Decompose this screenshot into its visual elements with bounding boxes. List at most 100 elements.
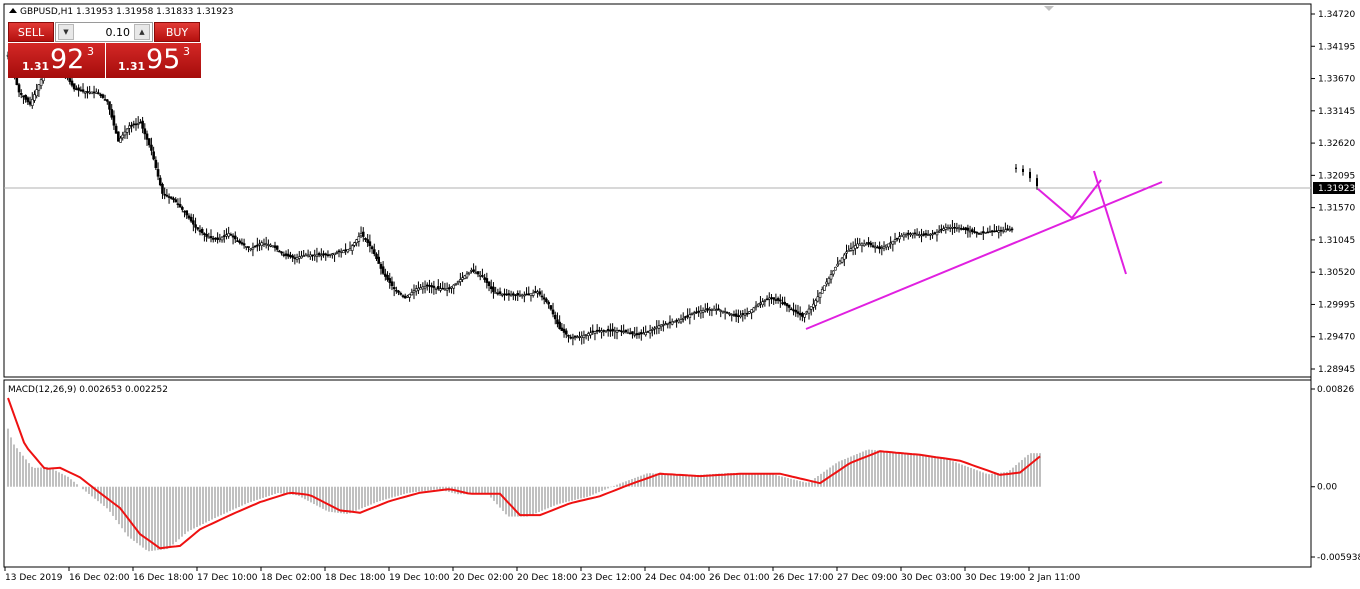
candle-body (313, 254, 317, 257)
candle-body (225, 234, 228, 237)
sell-button[interactable]: SELL (8, 22, 54, 42)
candle-body (130, 124, 133, 127)
candle-body (770, 297, 773, 299)
volume-up-icon[interactable]: ▲ (134, 24, 150, 40)
candle-body (194, 224, 197, 228)
candle-body (465, 273, 469, 278)
candle-body (708, 309, 711, 311)
candle-body (485, 278, 489, 283)
candle-body (410, 292, 414, 296)
sell-price-button[interactable]: 1.31 92 3 (8, 43, 105, 78)
candle-body (639, 332, 643, 334)
candle-body (273, 245, 277, 248)
candle-body (189, 216, 193, 222)
time-tick-label: 16 Dec 02:00 (69, 573, 130, 583)
drawing-line-2[interactable] (1071, 179, 1102, 219)
candle-body (302, 255, 305, 257)
candle-body (940, 228, 943, 231)
candle-body (293, 257, 297, 259)
candle-body (132, 123, 136, 126)
candle-body (946, 227, 950, 229)
candle-body (898, 236, 901, 240)
candle-body (520, 294, 524, 297)
candle-body (580, 335, 584, 338)
candle-body (999, 229, 1003, 232)
volume-input[interactable] (76, 24, 132, 40)
candle-body (216, 237, 219, 240)
candle-body (664, 323, 667, 326)
candle-body (463, 275, 467, 279)
drawing-line-3[interactable] (1093, 170, 1127, 275)
candle-body (108, 101, 111, 110)
candle-body (295, 257, 299, 260)
candle-body (547, 301, 550, 305)
drawing-line-1[interactable] (1037, 188, 1073, 219)
candle-body (944, 227, 948, 230)
candle-body (119, 137, 122, 143)
candle-body (1010, 228, 1014, 231)
candle-body (103, 99, 107, 101)
candle-body (450, 286, 453, 289)
candle-body (865, 243, 868, 246)
time-tick-label: 18 Dec 18:00 (325, 573, 386, 583)
candle-body (922, 233, 926, 236)
candle-body (178, 204, 182, 208)
candle-body (688, 314, 692, 318)
candle-body (858, 243, 862, 246)
candle-body (467, 271, 471, 274)
candle-body (995, 230, 998, 233)
collapse-triangle-icon[interactable] (9, 8, 17, 13)
volume-down-icon[interactable]: ▼ (58, 24, 74, 40)
candle-body (152, 151, 155, 160)
candle-body (545, 298, 548, 302)
candle-body (887, 243, 890, 248)
candle-body (35, 89, 38, 97)
candle-body (388, 278, 392, 283)
candle-body (909, 233, 912, 236)
candle-body (419, 287, 422, 290)
price-tick-label: 1.33670 (1318, 75, 1355, 85)
candle-body (231, 235, 235, 238)
candle-body (993, 230, 996, 233)
candle-body (22, 95, 25, 98)
candle-body (192, 220, 195, 225)
candle-body (573, 335, 577, 338)
candle-body (807, 308, 811, 314)
candle-body (262, 242, 266, 245)
current-price-label: 1.31923 (1318, 184, 1355, 194)
buy-button[interactable]: BUY (154, 22, 200, 42)
candle-body (745, 312, 749, 315)
buy-price-button[interactable]: 1.31 95 3 (106, 43, 201, 78)
time-tick-label: 18 Dec 02:00 (261, 573, 322, 583)
macd-tick-label: 0.00826 (1317, 385, 1354, 395)
candle-body (509, 294, 513, 297)
candle-body (249, 248, 253, 251)
candle-body (141, 120, 144, 129)
candle-body (174, 199, 178, 203)
candle-body (591, 330, 595, 333)
candle-body (854, 245, 857, 249)
candle-body (781, 302, 784, 304)
candle-body (820, 289, 824, 294)
candle-body (911, 233, 915, 236)
candle-body (955, 227, 959, 229)
candle-body (602, 330, 606, 332)
candle-body (227, 233, 230, 237)
candle-body (147, 138, 151, 146)
scroll-marker-icon[interactable] (1044, 6, 1054, 11)
candle-body (1015, 167, 1017, 169)
candle-body (423, 286, 427, 289)
trend-line-drawing[interactable] (805, 181, 1163, 330)
candle-body (350, 245, 354, 251)
candle-body (739, 314, 742, 318)
candle-body (717, 308, 720, 311)
macd-pane-frame (3, 379, 1312, 568)
candle-body (158, 177, 162, 186)
price-tick-label: 1.34720 (1318, 10, 1355, 20)
candle-body (492, 286, 495, 293)
candle-body (761, 301, 764, 306)
candle-body (968, 230, 972, 233)
candle-body (134, 123, 138, 126)
candle-body (461, 277, 464, 280)
